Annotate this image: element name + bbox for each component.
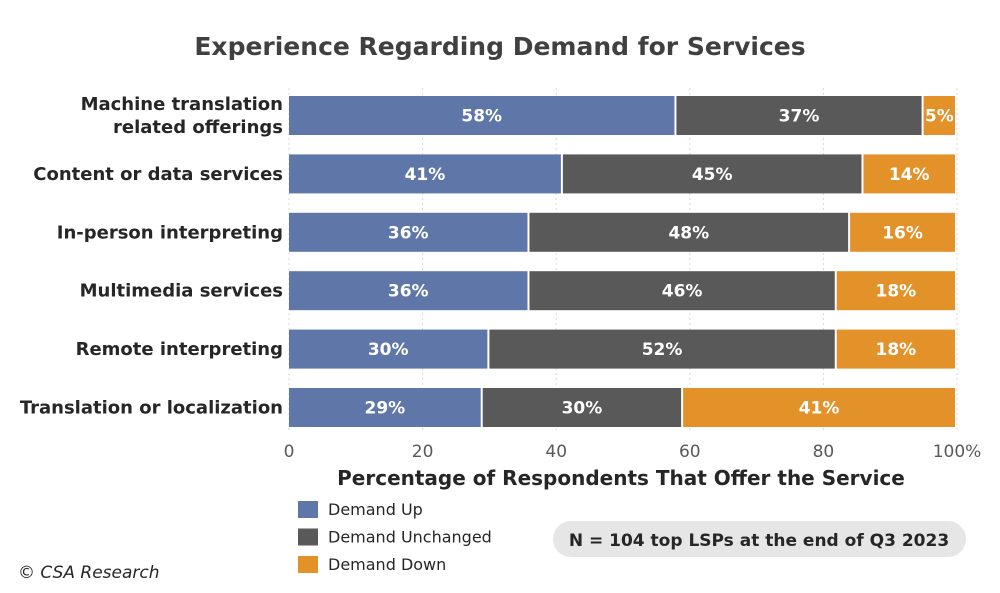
bar-demand-unchanged — [562, 154, 862, 194]
bar-data-label: 41% — [405, 165, 446, 185]
bar-demand-down — [923, 96, 955, 135]
category-label: Translation or localization — [20, 398, 283, 419]
x-tick-label: 20 — [412, 442, 434, 462]
bar-data-label: 14% — [889, 165, 930, 185]
bar-demand-unchanged — [529, 271, 835, 311]
bar-demand-down — [683, 388, 955, 427]
bar-demand-down — [850, 212, 955, 252]
category-label: related offerings — [113, 117, 283, 138]
bar-data-label: 30% — [562, 399, 603, 419]
bar-demand-up — [289, 271, 528, 311]
bar-demand-unchanged — [482, 388, 682, 427]
x-axis-title: Percentage of Respondents That Offer the… — [337, 466, 905, 490]
bar-data-label: 58% — [461, 107, 502, 127]
legend: Demand Up Demand Unchanged Demand Down — [298, 500, 492, 574]
category-label: Content or data services — [33, 164, 283, 185]
bar-demand-up — [289, 96, 675, 135]
x-axis-ticks: 0 20 40 60 80 100% — [284, 442, 982, 462]
bars: 58% 37% 5% 41% 45% 14% 36% 48% 16% 36% 46% 18% 30% 52… — [289, 96, 955, 427]
bar-data-label: 36% — [388, 282, 429, 302]
sample-note-background — [553, 521, 966, 557]
x-tick-label: 60 — [679, 442, 701, 462]
bar-data-label: 16% — [882, 223, 923, 243]
bar-data-label: 48% — [668, 223, 709, 243]
bar-demand-up — [289, 212, 528, 252]
x-tick-label: 40 — [545, 442, 567, 462]
sample-note: N = 104 top LSPs at the end of Q3 2023 — [553, 521, 966, 557]
bar-demand-down — [836, 329, 955, 369]
bar-demand-up — [289, 329, 488, 369]
bar-data-label: 18% — [876, 282, 917, 302]
category-label: In-person interpreting — [57, 222, 283, 243]
bar-demand-unchanged — [529, 212, 849, 252]
bar-demand-down — [836, 271, 955, 311]
bar-data-label: 5% — [925, 107, 954, 127]
bar-data-label: 41% — [799, 399, 840, 419]
x-tick-label: 100% — [933, 442, 982, 462]
bar-demand-up — [289, 154, 561, 194]
category-label: Multimedia services — [80, 281, 283, 302]
bar-demand-down — [863, 154, 955, 194]
bar-data-label: 45% — [692, 165, 733, 185]
bar-data-label: 29% — [365, 399, 406, 419]
bar-demand-unchanged — [489, 329, 835, 369]
bar-data-label: 18% — [876, 340, 917, 360]
chart-title: Experience Regarding Demand for Services — [194, 32, 805, 61]
x-tick-label: 80 — [813, 442, 835, 462]
sample-note-text: N = 104 top LSPs at the end of Q3 2023 — [569, 531, 949, 551]
category-label: Machine translation — [81, 94, 283, 115]
bar-data-label: 52% — [642, 340, 683, 360]
legend-swatch — [298, 528, 318, 546]
bar-data-label: 36% — [388, 223, 429, 243]
legend-label: Demand Down — [328, 555, 446, 574]
bar-data-label: 37% — [779, 107, 820, 127]
bar-demand-unchanged — [676, 96, 922, 135]
gridlines — [288, 88, 958, 430]
legend-swatch — [298, 501, 318, 518]
category-label: Remote interpreting — [76, 339, 283, 360]
legend-label: Demand Unchanged — [328, 528, 492, 547]
bar-demand-up — [289, 388, 481, 427]
bar-data-label: 46% — [662, 282, 703, 302]
bar-data-label: 30% — [368, 340, 409, 360]
copyright-text: © CSA Research — [18, 563, 160, 583]
legend-label: Demand Up — [328, 500, 423, 519]
legend-swatch — [298, 556, 318, 573]
x-tick-label: 0 — [284, 442, 295, 462]
